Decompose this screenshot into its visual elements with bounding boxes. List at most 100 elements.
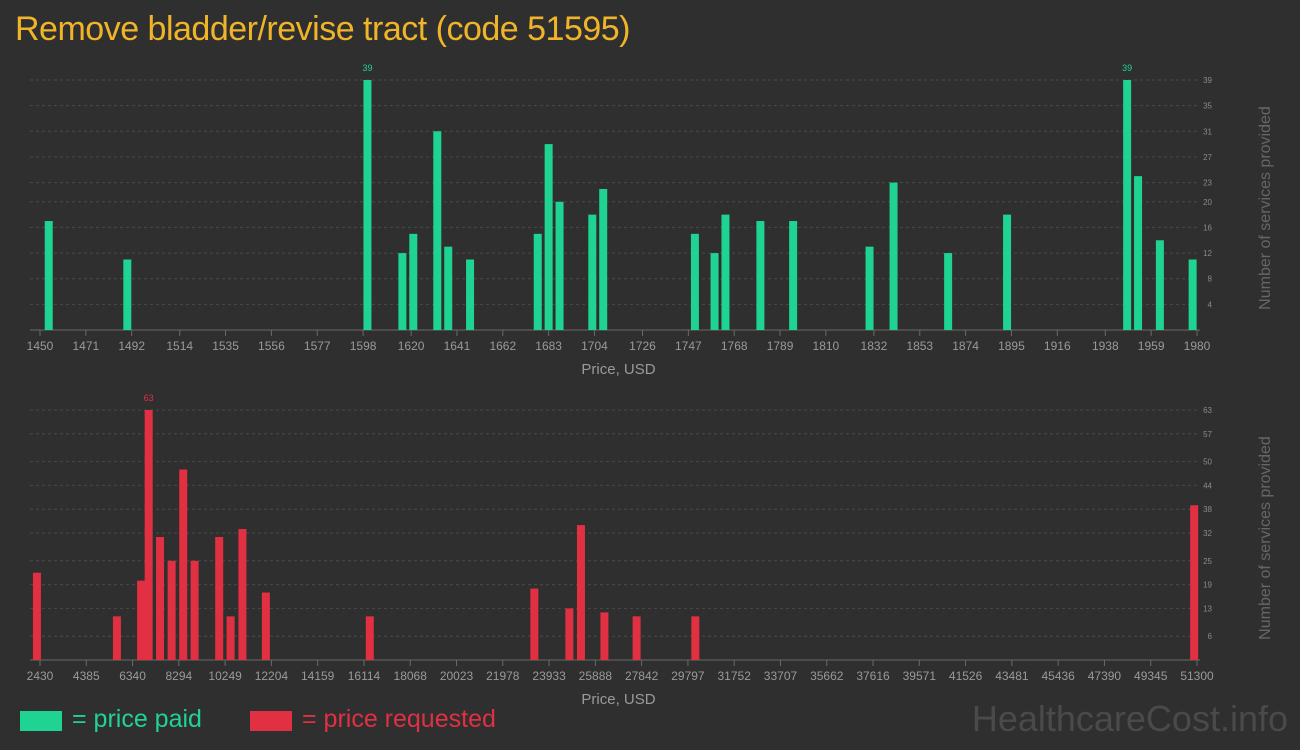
x-tick-label: 1577 [304,339,331,353]
paid-legend-swatch [20,711,62,731]
x-tick-label: 1662 [489,339,516,353]
bar [215,536,224,660]
bar [789,221,798,330]
y-tick-label: 50 [1203,458,1212,467]
bar [112,616,121,660]
x-tick-label: 18068 [394,669,428,683]
x-axis-title: Price, USD [581,691,655,708]
x-tick-label: 1535 [212,339,239,353]
bar [690,233,699,330]
x-tick-label: 1683 [535,339,562,353]
y-tick-label: 8 [1208,275,1213,284]
x-tick-label: 1789 [767,339,794,353]
x-tick-label: 16114 [348,669,381,683]
peak-value-label: 39 [1122,63,1132,73]
x-tick-label: 8294 [165,669,192,683]
bar [1134,176,1143,330]
y-tick-label: 44 [1203,481,1212,490]
bar [409,233,418,330]
bar [555,201,564,330]
bar [32,572,41,660]
x-tick-label: 47390 [1088,669,1122,683]
bar [600,612,609,660]
x-tick-label: 6340 [119,669,146,683]
x-tick-label: 33707 [764,669,798,683]
x-tick-label: 4385 [73,669,100,683]
bar [238,529,247,660]
bar [1003,214,1012,330]
x-tick-label: 51300 [1180,669,1214,683]
y-tick-label: 4 [1208,300,1213,309]
y-tick-label: 57 [1203,430,1212,439]
bar [444,246,453,330]
x-tick-label: 23933 [532,669,566,683]
x-tick-label: 1980 [1184,339,1211,353]
x-tick-label: 1471 [72,339,99,353]
x-tick-label: 1895 [998,339,1025,353]
y-tick-label: 6 [1208,632,1213,641]
bar [398,253,407,330]
x-tick-label: 1938 [1092,339,1119,353]
bar [433,131,442,330]
bar [179,469,188,660]
x-tick-label: 20023 [440,669,474,683]
x-tick-label: 1810 [813,339,840,353]
bar [710,253,719,330]
peak-value-label: 63 [144,393,154,403]
paid-legend-label: = price paid [72,705,202,733]
x-tick-label: 31752 [718,669,752,683]
bar [365,616,374,660]
bar [44,221,53,330]
bar [123,259,132,330]
y-tick-label: 16 [1203,223,1212,232]
x-tick-label: 21978 [486,669,520,683]
x-tick-label: 1747 [675,339,702,353]
x-tick-label: 25888 [579,669,613,683]
bar [1188,259,1197,330]
x-tick-label: 1492 [118,339,145,353]
y-tick-label: 20 [1203,198,1212,207]
x-tick-label: 29797 [671,669,705,683]
x-tick-label: 10249 [208,669,242,683]
bar [137,580,146,660]
x-tick-label: 1916 [1044,339,1071,353]
x-axis-title: Price, USD [581,361,655,378]
bar [466,259,475,330]
x-tick-label: 1514 [166,339,193,353]
y-tick-label: 12 [1203,249,1212,258]
bar [1190,505,1199,660]
y-axis-title: Number of services provided [1257,436,1274,640]
bar [363,80,372,330]
bar [156,536,165,660]
x-tick-label: 2430 [27,669,54,683]
bar [576,525,585,660]
bar [691,616,700,660]
bar [190,560,199,660]
bar [756,221,765,330]
x-tick-label: 1450 [27,339,54,353]
bar [721,214,730,330]
page-title: Remove bladder/revise tract (code 51595) [15,10,631,48]
x-tick-label: 1768 [721,339,748,353]
x-tick-label: 1704 [581,339,608,353]
bar [944,253,953,330]
x-tick-label: 39571 [903,669,937,683]
x-tick-label: 1832 [861,339,888,353]
x-tick-label: 1620 [398,339,425,353]
bar [889,182,898,330]
bar [144,410,153,660]
x-tick-label: 1853 [906,339,933,353]
bar [565,608,574,660]
x-tick-label: 27842 [625,669,659,683]
bar [632,616,641,660]
x-tick-label: 1556 [258,339,285,353]
y-axis-title: Number of services provided [1257,106,1274,310]
y-tick-label: 35 [1203,102,1212,111]
x-tick-label: 43481 [995,669,1029,683]
x-tick-label: 49345 [1134,669,1168,683]
y-tick-label: 32 [1203,529,1212,538]
price-requested-chart: 6 13 19 25 32 38 44 50 57 63 2430 4385 6340 8294 10249… [27,393,1274,708]
requested-legend-label: = price requested [302,705,496,733]
bar [167,560,176,660]
